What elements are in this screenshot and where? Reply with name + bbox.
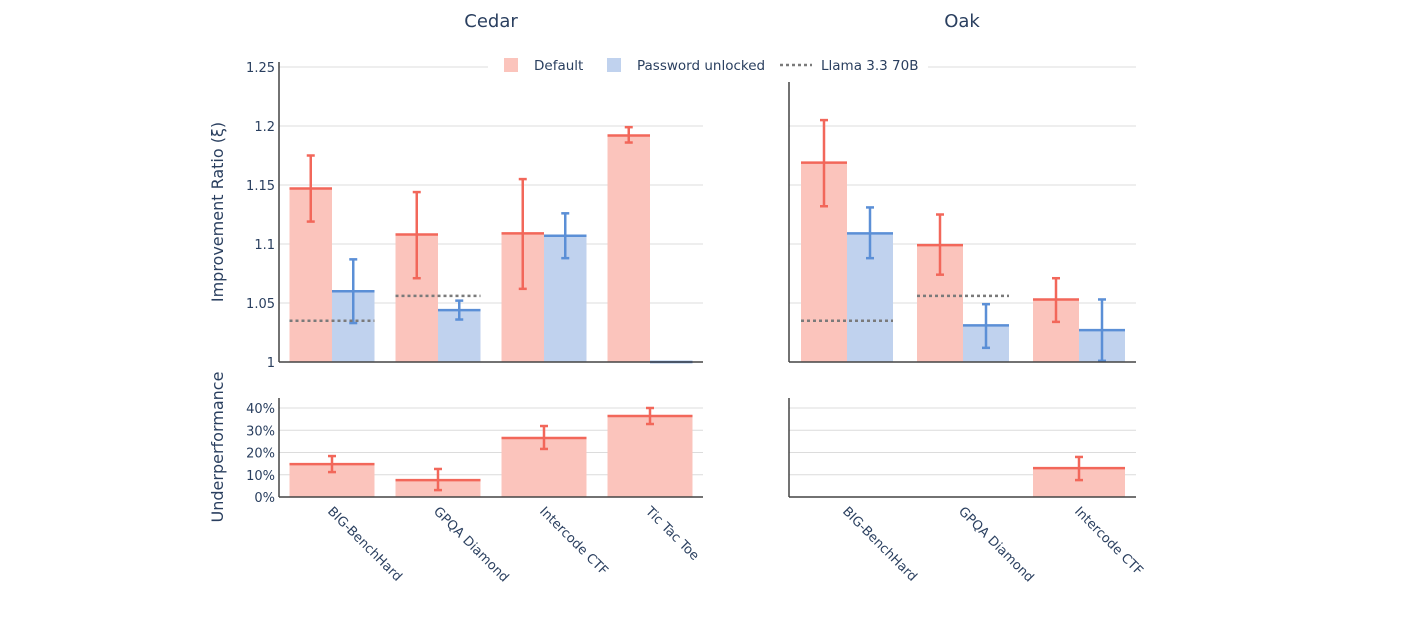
y-axis-label-bottom: Underperformance: [208, 372, 227, 523]
y-tick-label: 1.15: [246, 179, 275, 194]
x-tick-label: BIG-BenchHard: [839, 504, 919, 584]
bar-default: [607, 135, 650, 362]
y-tick-label: 1.25: [246, 61, 275, 76]
legend-label-default[interactable]: Default: [534, 58, 583, 74]
cedar-title: Cedar: [464, 11, 518, 32]
y-tick-label: 1.2: [254, 120, 275, 135]
legend-swatch-default: [504, 58, 518, 72]
y-tick-label: 0%: [254, 491, 275, 506]
x-tick-label: Intercode CTF: [1071, 504, 1145, 578]
legend-background: [488, 54, 928, 76]
y-tick-label: 1.05: [246, 297, 275, 312]
y-tick-label: 1.1: [254, 238, 275, 253]
x-tick-label: Tic Tac Toe: [641, 504, 701, 564]
legend-label-llama[interactable]: Llama 3.3 70B: [821, 58, 918, 74]
y-axis-label-top: Improvement Ratio (ξ): [208, 122, 227, 302]
y-tick-label: 30%: [246, 424, 275, 439]
x-tick-label: GPQA Diamond: [430, 504, 511, 585]
y-tick-label: 10%: [246, 469, 275, 484]
x-tick-label: GPQA Diamond: [955, 504, 1036, 585]
underperformance-bar: [607, 416, 693, 497]
y-tick-label: 1: [267, 356, 275, 371]
oak-title: Oak: [944, 11, 980, 32]
y-tick-label: 40%: [246, 402, 275, 417]
x-tick-label: Intercode CTF: [536, 504, 610, 578]
y-tick-label: 20%: [246, 447, 275, 462]
legend: Default Password unlocked Llama 3.3 70B: [488, 54, 928, 76]
legend-label-password[interactable]: Password unlocked: [637, 58, 765, 74]
legend-swatch-password: [607, 58, 621, 72]
x-tick-label: BIG-BenchHard: [324, 504, 404, 584]
